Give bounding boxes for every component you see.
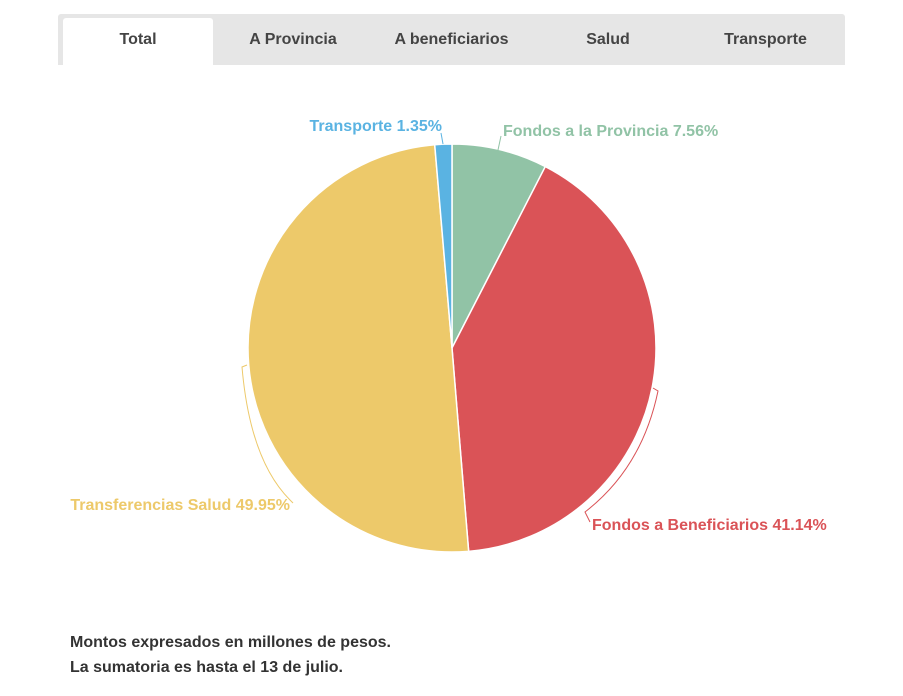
tab-salud[interactable]: Salud <box>586 31 630 48</box>
pie-slice-fondos-a-beneficiarios[interactable] <box>451 165 657 553</box>
tab-bar: Total A Provincia A beneficiarios Salud … <box>58 14 845 65</box>
pie-data-label: Fondos a la Provincia 7.56% <box>503 123 718 140</box>
footnote-date: La sumatoria es hasta el 13 de julio. <box>70 659 343 676</box>
tab-a-beneficiarios[interactable]: A beneficiarios <box>394 31 509 48</box>
tab-a-provincia[interactable]: A Provincia <box>249 31 337 48</box>
footnote-units: Montos expresados en millones de pesos. <box>70 634 391 651</box>
pie-leader-line <box>497 135 502 151</box>
pie-slice-transferencias-salud[interactable] <box>246 143 470 553</box>
pie-data-label: Transporte 1.35% <box>310 118 443 135</box>
pie-slice-fondos-a-la-provincia[interactable] <box>451 143 547 349</box>
tab-transporte[interactable]: Transporte <box>724 31 807 48</box>
tab-total[interactable]: Total <box>63 18 213 65</box>
pie-leader-line <box>584 387 659 523</box>
pie-slice-transporte[interactable] <box>433 143 453 349</box>
pie-leader-line <box>440 132 444 145</box>
pie-leader-line <box>241 364 294 504</box>
pie-data-label: Transferencias Salud 49.95% <box>70 497 290 514</box>
pie-data-label: Fondos a Beneficiarios 41.14% <box>592 517 827 534</box>
